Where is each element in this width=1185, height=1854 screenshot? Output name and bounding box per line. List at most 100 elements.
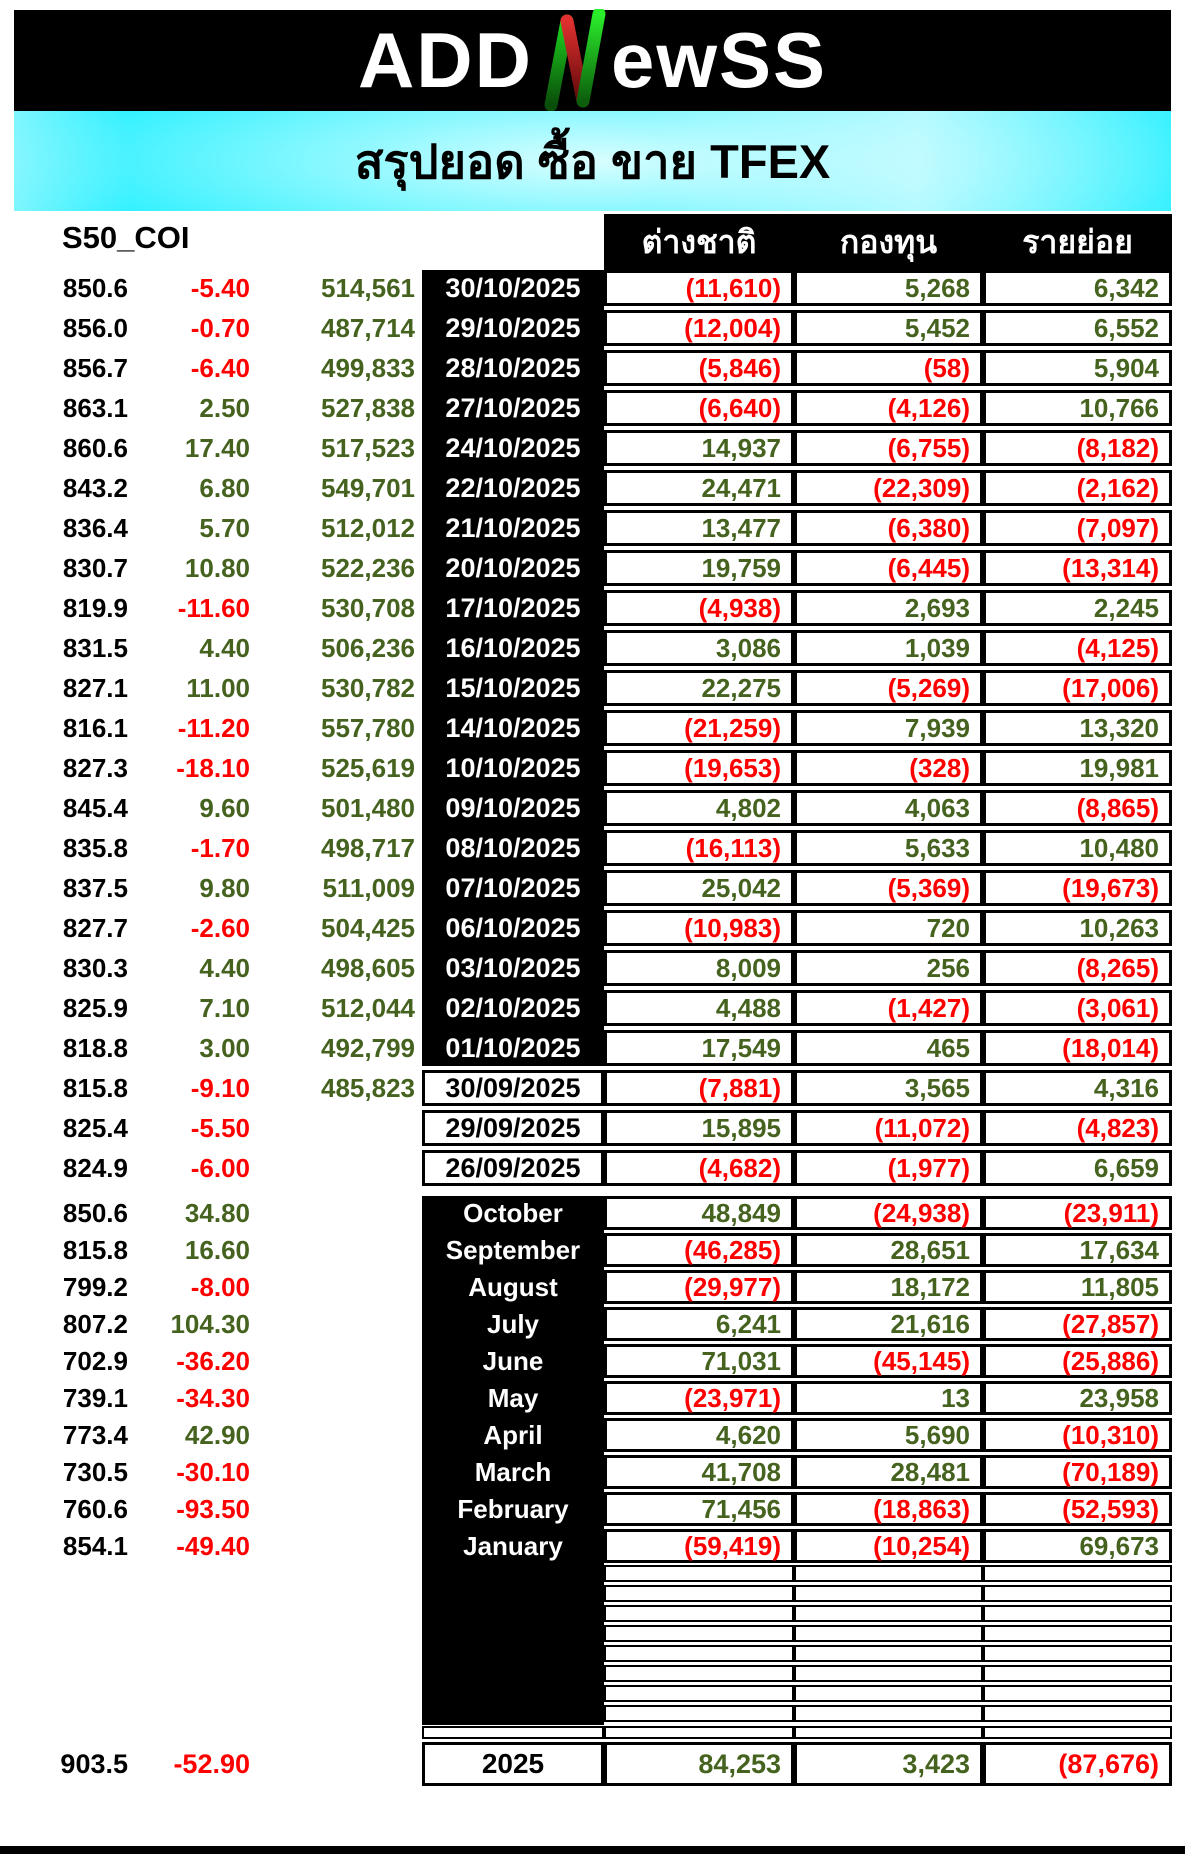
value-cell: (17,006) xyxy=(983,670,1172,706)
value-cell: 5,690 xyxy=(794,1418,983,1452)
date-cell: 20/10/2025 xyxy=(445,553,581,583)
volume-cell: 514,561 xyxy=(321,273,415,303)
volume-cell: 501,480 xyxy=(321,793,415,823)
empty-cell xyxy=(794,1625,983,1642)
table-row: 825.9 7.10 512,044 02/10/2025 4,488 (1,427) (3… xyxy=(0,990,1185,1026)
value-cell: (58) xyxy=(794,350,983,386)
volume-cell: 512,012 xyxy=(321,513,415,543)
price-cell: 860.6 xyxy=(62,433,128,463)
table-row: 831.5 4.40 506,236 16/10/2025 3,086 1,039 (4,1… xyxy=(0,630,1185,666)
date-cell: 16/10/2025 xyxy=(445,633,581,663)
empty-cell xyxy=(983,1605,1172,1622)
change-cell: 2.50 xyxy=(199,393,250,423)
volume-cell xyxy=(250,1233,415,1267)
value-cell: 69,673 xyxy=(983,1529,1172,1563)
value-cell: (6,445) xyxy=(794,550,983,586)
change-cell: -5.40 xyxy=(190,273,250,303)
value-cell: 6,241 xyxy=(604,1307,794,1341)
change-cell: -1.70 xyxy=(190,833,250,863)
month-cell: June xyxy=(482,1346,544,1376)
volume-cell: 511,009 xyxy=(322,873,415,903)
empty-cell xyxy=(604,1645,794,1662)
month-cell: September xyxy=(445,1235,581,1265)
change-cell: -5.50 xyxy=(190,1113,250,1143)
empty-cell xyxy=(604,1625,794,1642)
logo-n-icon xyxy=(544,8,606,111)
table-row: 760.6 -93.50 February 71,456 (18,863) (52,593… xyxy=(0,1492,1185,1526)
value-cell: (4,823) xyxy=(983,1110,1172,1146)
empty-row xyxy=(604,1585,1172,1602)
price-cell: 856.7 xyxy=(62,353,128,383)
table-row: 863.1 2.50 527,838 27/10/2025 (6,640) (4,126)… xyxy=(0,390,1185,426)
value-cell: 5,904 xyxy=(983,350,1172,386)
value-cell: 3,086 xyxy=(604,630,794,666)
value-cell: (23,971) xyxy=(604,1381,794,1415)
logo-banner: ADD ewSS xyxy=(14,8,1171,111)
value-cell: 28,651 xyxy=(794,1233,983,1267)
price-cell: 850.6 xyxy=(62,1198,128,1228)
month-cell: October xyxy=(463,1198,563,1228)
price-cell: 831.5 xyxy=(62,633,128,663)
volume-cell xyxy=(250,1270,415,1304)
value-cell: (7,097) xyxy=(983,510,1172,546)
volume-cell xyxy=(250,1150,415,1186)
price-cell: 739.1 xyxy=(62,1383,128,1413)
volume-cell xyxy=(250,1418,415,1452)
table-row: 799.2 -8.00 August (29,977) 18,172 11,805 xyxy=(0,1270,1185,1304)
change-cell: 42.90 xyxy=(184,1420,250,1450)
date-cell: 30/09/2025 xyxy=(422,1070,604,1106)
value-cell: 256 xyxy=(794,950,983,986)
change-cell: -6.00 xyxy=(190,1153,250,1183)
table-row: 825.4 -5.50 29/09/2025 15,895 (11,072) (4,823… xyxy=(0,1110,1185,1146)
volume-cell xyxy=(250,1196,415,1230)
value-cell: 17,634 xyxy=(983,1233,1172,1267)
date-cell: 29/10/2025 xyxy=(445,313,581,343)
value-cell: 10,480 xyxy=(983,830,1172,866)
value-cell: (5,269) xyxy=(794,670,983,706)
empty-cell xyxy=(983,1685,1172,1702)
empty-cell xyxy=(983,1565,1172,1582)
price-cell: 799.2 xyxy=(62,1272,128,1302)
table-row: 827.1 11.00 530,782 15/10/2025 22,275 (5,269)… xyxy=(0,670,1185,706)
volume-cell: 530,782 xyxy=(321,673,415,703)
value-cell: (6,380) xyxy=(794,510,983,546)
table-row: 827.7 -2.60 504,425 06/10/2025 (10,983) 720 10… xyxy=(0,910,1185,946)
change-cell: 17.40 xyxy=(184,433,250,463)
value-cell: 4,316 xyxy=(983,1070,1172,1106)
empty-cell xyxy=(794,1685,983,1702)
value-cell: 10,263 xyxy=(983,910,1172,946)
table-row: 854.1 -49.40 January (59,419) (10,254) 69,673 xyxy=(0,1529,1185,1563)
change-cell: -30.10 xyxy=(176,1457,250,1487)
volume-cell: 549,701 xyxy=(321,473,415,503)
volume-cell: 512,044 xyxy=(321,993,415,1023)
change-cell: 6.80 xyxy=(199,473,250,503)
empty-cell xyxy=(604,1705,794,1722)
empty-cell xyxy=(794,1585,983,1602)
date-cell: 07/10/2025 xyxy=(445,873,581,903)
change-cell: -9.10 xyxy=(190,1073,250,1103)
empty-cell xyxy=(604,1685,794,1702)
price-cell: 854.1 xyxy=(62,1531,128,1561)
separator-cell xyxy=(604,1726,794,1739)
month-cell: April xyxy=(483,1420,543,1450)
volume-cell: 517,523 xyxy=(321,433,415,463)
separator-row xyxy=(422,1726,1172,1739)
value-cell: 41,708 xyxy=(604,1455,794,1489)
date-cell: 24/10/2025 xyxy=(445,433,581,463)
total-row: 2025 84,253 3,423 (87,676) xyxy=(422,1742,1172,1786)
volume-cell xyxy=(250,1529,415,1563)
date-cell: 09/10/2025 xyxy=(445,793,581,823)
value-cell: (10,254) xyxy=(794,1529,983,1563)
volume-cell: 506,236 xyxy=(321,633,415,663)
date-cell: 08/10/2025 xyxy=(445,833,581,863)
volume-cell: 499,833 xyxy=(321,353,415,383)
value-cell: (24,938) xyxy=(794,1196,983,1230)
empty-row xyxy=(604,1685,1172,1702)
value-cell: 13,320 xyxy=(983,710,1172,746)
volume-cell xyxy=(250,1492,415,1526)
change-cell: 10.80 xyxy=(184,553,250,583)
date-cell: 29/09/2025 xyxy=(422,1110,604,1146)
date-cell: 03/10/2025 xyxy=(445,953,581,983)
empty-cell xyxy=(794,1605,983,1622)
change-cell: -18.10 xyxy=(176,753,250,783)
